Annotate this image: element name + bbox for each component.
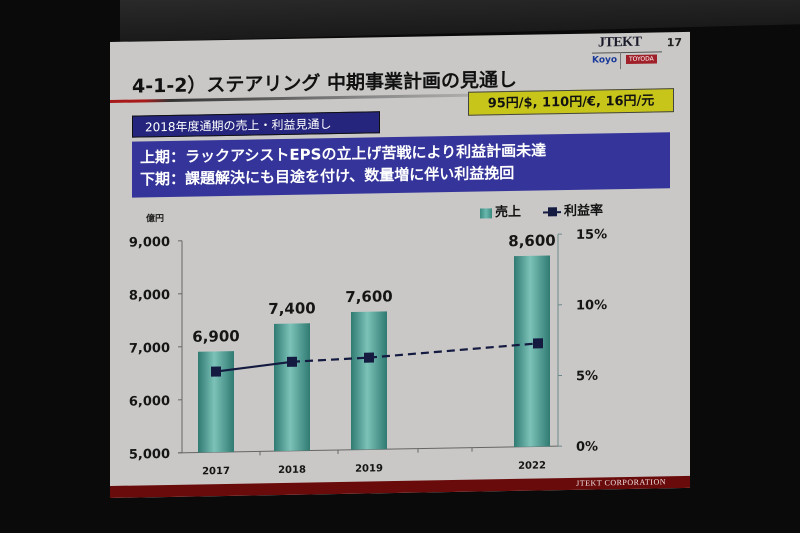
- logo-jtekt: JTEKT: [598, 34, 642, 51]
- company-logo: JTEKT Koyo TOYODA: [592, 32, 662, 70]
- logo-vbar: [620, 52, 621, 70]
- logo-divider: [592, 51, 662, 54]
- sales-bars: 6,900 7,400 7,600 8,600: [192, 231, 556, 453]
- section-subtitle: 2018年度通期の売上・利益見通し: [132, 111, 380, 138]
- bar-value-label: 8,600: [508, 231, 555, 250]
- logo-toyoda: TOYODA: [626, 54, 657, 64]
- y-tick-label: 8,000: [129, 288, 170, 304]
- x-tick-label: 2019: [355, 463, 383, 474]
- chart-plot: 5,000 6,000 7,000 8,000 9,000 0% 5% 10% 15% 2017 2…: [129, 227, 607, 477]
- margin-marker: [533, 338, 543, 349]
- y2-tick-label: 10%: [576, 298, 607, 314]
- y-tick-label: 5,000: [129, 447, 170, 463]
- x-tick-label: 2022: [518, 460, 546, 471]
- y-tick-label: 7,000: [129, 341, 170, 357]
- sales-margin-chart: 億円 売上 利益率 5,000 6,000 7,000 8,000 9,000 0% 5% 1…: [110, 192, 690, 498]
- margin-marker: [364, 352, 374, 363]
- y2-tick-label: 0%: [576, 439, 598, 454]
- margin-marker: [287, 356, 297, 367]
- bar-value-label: 7,600: [345, 287, 392, 306]
- slide-number: 17: [666, 36, 682, 50]
- margin-line: [211, 338, 543, 377]
- y2-tick-label: 5%: [576, 369, 598, 384]
- y2-tick-label: 15%: [576, 227, 607, 243]
- projected-slide: JTEKT Koyo TOYODA 17 4-1-2）ステアリング 中期事業計画…: [110, 31, 690, 498]
- sales-bar: [198, 351, 234, 453]
- x-tick-label: 2017: [202, 466, 230, 477]
- x-tick-label: 2018: [278, 465, 306, 476]
- y-tick-label: 6,000: [129, 394, 170, 410]
- fx-rate-box: 95円/$, 110円/€, 16円/元: [468, 88, 674, 116]
- bar-value-label: 6,900: [192, 327, 239, 346]
- sales-bar: [351, 311, 387, 450]
- summary-box: 上期：ラックアシストEPSの立上げ苦戦により利益計画未達 下期：課題解決にも目途…: [132, 132, 670, 198]
- bar-value-label: 7,400: [268, 299, 315, 318]
- margin-marker: [211, 366, 221, 377]
- logo-koyo: Koyo: [592, 55, 618, 66]
- chart-axes: 5,000 6,000 7,000 8,000 9,000 0% 5% 10% 15% 2017 2…: [129, 227, 607, 477]
- sales-bar: [274, 323, 310, 452]
- sales-bar: [514, 255, 550, 447]
- y-tick-label: 9,000: [129, 235, 170, 251]
